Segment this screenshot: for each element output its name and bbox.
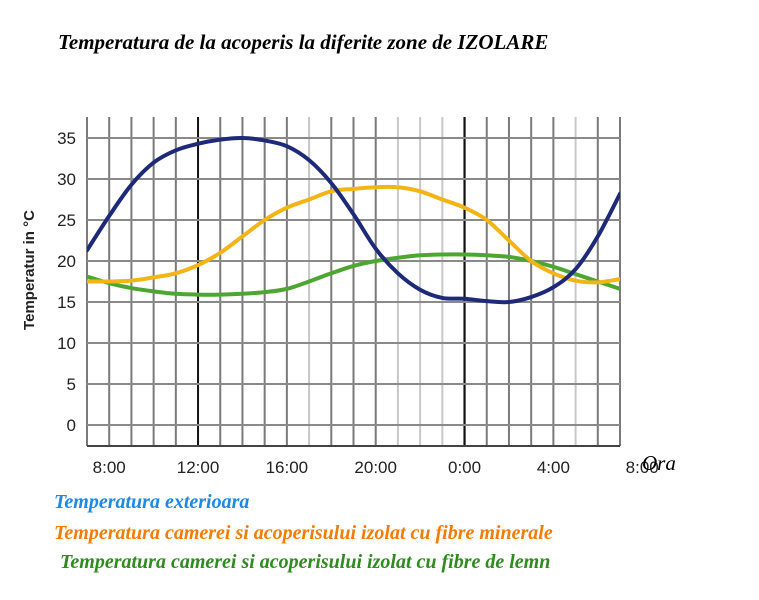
y-tick-label: 0: [67, 416, 76, 435]
grid-layer: [86, 117, 621, 446]
x-axis-label: Ora: [642, 451, 676, 475]
x-tick-label: 16:00: [266, 458, 309, 477]
y-tick-label: 35: [57, 129, 76, 148]
y-axis-label: Temperatur in °C: [21, 210, 38, 330]
x-tick-label: 0:00: [448, 458, 481, 477]
x-tick-label: 20:00: [354, 458, 397, 477]
y-tick-label: 25: [57, 211, 76, 230]
legend-item-exterior: Temperatura exterioara: [54, 491, 250, 513]
y-tick-label: 15: [57, 293, 76, 312]
x-tick-label: 12:00: [177, 458, 220, 477]
y-tick-label: 30: [57, 170, 76, 189]
line-chart: 0 5 10 15 20 25 30 35 8:00 12:00 16:00 20:00 0:00 4:0…: [21, 117, 676, 477]
series-layer: [87, 135, 620, 305]
y-tick-label: 5: [67, 375, 76, 394]
legend-item-wood-fiber: Temperatura camerei si acoperisului izol…: [60, 551, 551, 573]
y-tick-label: 10: [57, 334, 76, 353]
x-tick-label: 8:00: [626, 458, 659, 477]
legend-item-mineral-fiber: Temperatura camerei si acoperisului izol…: [54, 522, 553, 544]
tick-label-layer: 0 5 10 15 20 25 30 35 8:00 12:00 16:00 20:00 0:00 4:0…: [57, 129, 659, 477]
series-line-mineral-fiber: [87, 184, 620, 285]
chart-title: Temperatura de la acoperis la diferite z…: [58, 30, 549, 54]
series-line-exterior: [87, 135, 620, 305]
x-tick-label: 4:00: [537, 458, 570, 477]
y-tick-label: 20: [57, 252, 76, 271]
x-tick-label: 8:00: [93, 458, 126, 477]
